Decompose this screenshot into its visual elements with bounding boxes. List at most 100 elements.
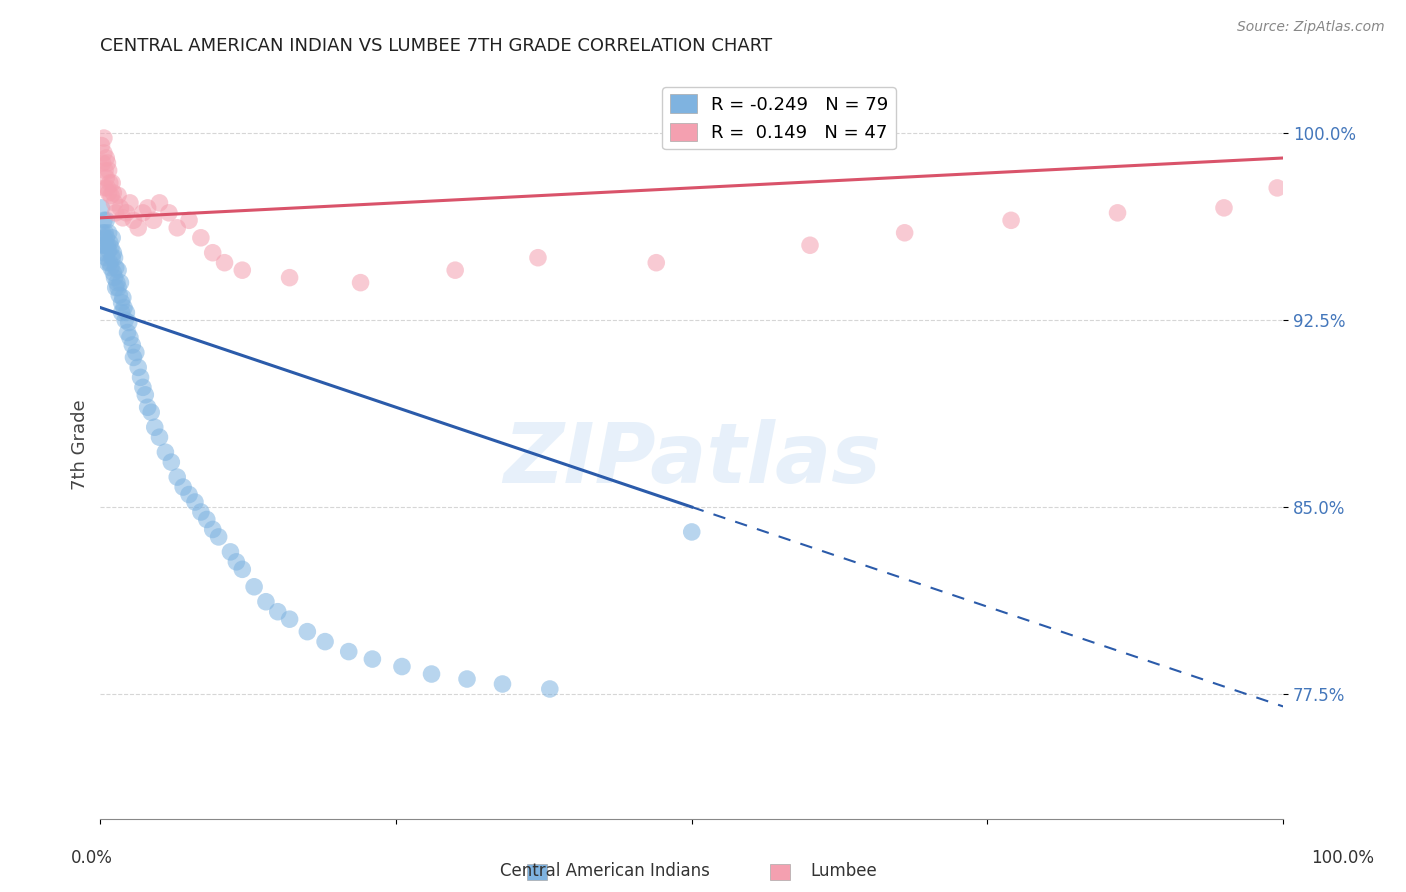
Point bbox=[111, 291, 134, 305]
Point bbox=[94, 163, 117, 178]
Point bbox=[103, 266, 125, 280]
Point bbox=[143, 420, 166, 434]
Point bbox=[97, 244, 120, 258]
Point bbox=[110, 276, 132, 290]
Point bbox=[122, 351, 145, 365]
Point bbox=[115, 305, 138, 319]
Point bbox=[91, 238, 114, 252]
Point bbox=[160, 455, 183, 469]
Text: 100.0%: 100.0% bbox=[1312, 849, 1374, 867]
Point bbox=[114, 313, 136, 327]
Point bbox=[1107, 206, 1129, 220]
Point bbox=[166, 220, 188, 235]
Point bbox=[201, 523, 224, 537]
Point bbox=[103, 186, 125, 200]
Point bbox=[136, 401, 159, 415]
Point bbox=[231, 263, 253, 277]
Point bbox=[136, 201, 159, 215]
Point bbox=[103, 251, 125, 265]
Point bbox=[93, 245, 115, 260]
Point bbox=[278, 270, 301, 285]
Point bbox=[157, 206, 180, 220]
Point bbox=[96, 156, 118, 170]
Point bbox=[105, 276, 128, 290]
Point bbox=[538, 681, 561, 696]
Y-axis label: 7th Grade: 7th Grade bbox=[72, 400, 89, 490]
Point bbox=[893, 226, 915, 240]
Point bbox=[96, 238, 118, 252]
Point bbox=[101, 176, 124, 190]
Point bbox=[101, 251, 124, 265]
Point bbox=[214, 256, 236, 270]
Point bbox=[93, 131, 115, 145]
Point bbox=[195, 512, 218, 526]
Point bbox=[93, 213, 115, 227]
Point bbox=[127, 220, 149, 235]
Point bbox=[190, 231, 212, 245]
Point bbox=[96, 151, 118, 165]
Point bbox=[361, 652, 384, 666]
Point bbox=[142, 213, 165, 227]
Point bbox=[278, 612, 301, 626]
Point bbox=[155, 445, 177, 459]
Point bbox=[297, 624, 319, 639]
Point bbox=[93, 231, 115, 245]
Point bbox=[177, 487, 200, 501]
Point bbox=[337, 644, 360, 658]
Point bbox=[129, 370, 152, 384]
Point bbox=[93, 146, 115, 161]
Point bbox=[104, 260, 127, 275]
Point bbox=[207, 530, 229, 544]
Point bbox=[111, 211, 134, 225]
Point bbox=[103, 245, 125, 260]
Point bbox=[681, 524, 703, 539]
Point bbox=[94, 181, 117, 195]
Point bbox=[1265, 181, 1288, 195]
Point bbox=[94, 238, 117, 252]
Point bbox=[104, 206, 127, 220]
Point bbox=[97, 163, 120, 178]
Point bbox=[134, 388, 156, 402]
Point bbox=[201, 245, 224, 260]
Point bbox=[98, 176, 121, 190]
Text: CENTRAL AMERICAN INDIAN VS LUMBEE 7TH GRADE CORRELATION CHART: CENTRAL AMERICAN INDIAN VS LUMBEE 7TH GR… bbox=[100, 37, 772, 55]
Point bbox=[97, 186, 120, 200]
Point bbox=[104, 280, 127, 294]
Point bbox=[645, 256, 668, 270]
Point bbox=[225, 555, 247, 569]
Point bbox=[132, 206, 155, 220]
Point bbox=[94, 226, 117, 240]
Point bbox=[254, 595, 277, 609]
Point bbox=[100, 188, 122, 202]
Point bbox=[125, 345, 148, 359]
Point bbox=[127, 360, 149, 375]
Point bbox=[103, 195, 125, 210]
Point bbox=[91, 226, 114, 240]
Point bbox=[98, 256, 121, 270]
Point bbox=[91, 156, 114, 170]
Point bbox=[110, 201, 132, 215]
Point bbox=[184, 495, 207, 509]
Point bbox=[96, 256, 118, 270]
Point bbox=[107, 263, 129, 277]
Point bbox=[166, 470, 188, 484]
Point bbox=[314, 634, 336, 648]
Point bbox=[111, 295, 134, 310]
Text: Lumbee: Lumbee bbox=[810, 862, 877, 880]
Point bbox=[190, 505, 212, 519]
Point bbox=[100, 241, 122, 255]
Text: Central American Indians: Central American Indians bbox=[499, 862, 710, 880]
Point bbox=[107, 280, 129, 294]
Point bbox=[107, 188, 129, 202]
Point bbox=[112, 301, 135, 315]
Point bbox=[111, 305, 134, 319]
Point bbox=[90, 138, 112, 153]
Point bbox=[108, 288, 131, 302]
Point bbox=[527, 251, 550, 265]
Point bbox=[117, 326, 139, 340]
Point bbox=[118, 330, 141, 344]
Point bbox=[132, 380, 155, 394]
Point bbox=[96, 251, 118, 265]
Point bbox=[98, 235, 121, 250]
Point bbox=[101, 231, 124, 245]
